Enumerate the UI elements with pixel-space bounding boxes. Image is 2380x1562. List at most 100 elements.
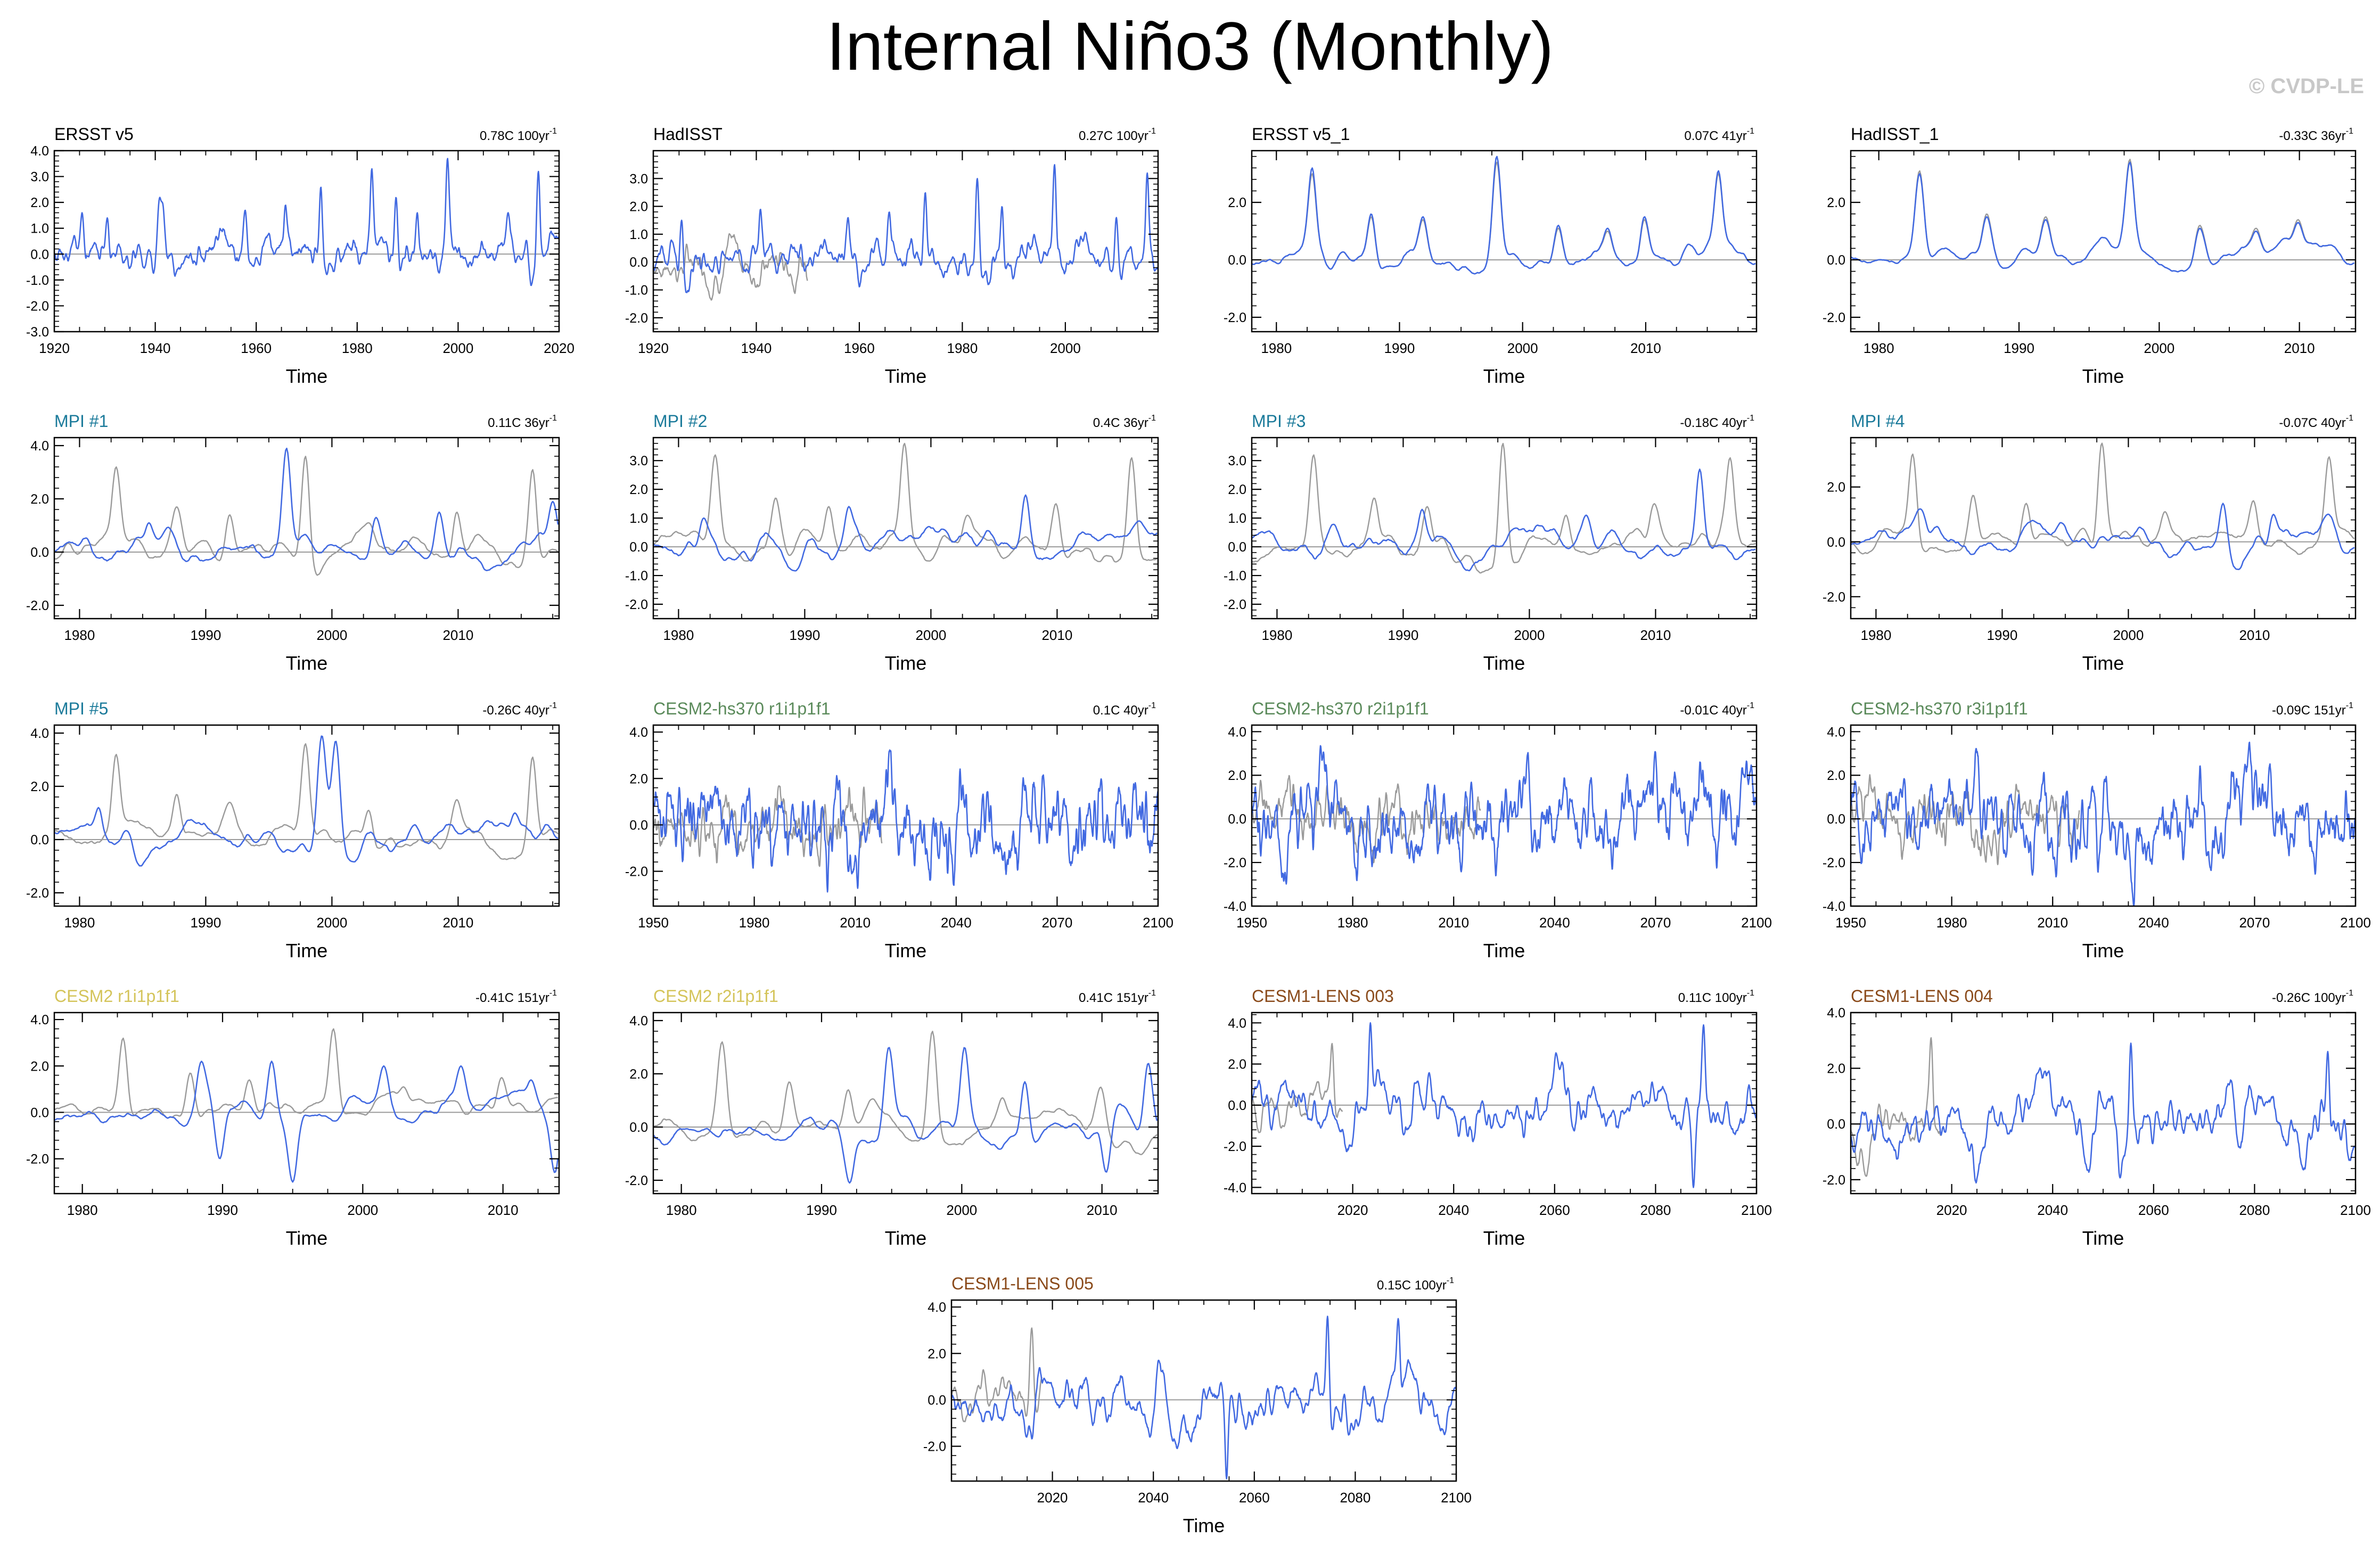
panel-trend: 0.1C 40yr-1: [1093, 701, 1156, 718]
x-axis-label: Time: [1483, 940, 1525, 961]
x-tick-label: 1980: [342, 340, 373, 356]
model-series-line: [653, 749, 1158, 893]
x-tick-label: 1980: [1261, 627, 1292, 643]
series-group: [1252, 745, 1757, 885]
y-tick-label: 4.0: [629, 725, 648, 740]
y-tick-label: 2.0: [30, 492, 49, 507]
panel-trend: 0.4C 36yr-1: [1093, 414, 1156, 430]
x-tick-label: 1950: [1835, 915, 1866, 931]
x-tick-label: 2080: [1640, 1202, 1671, 1218]
x-axis-label: Time: [286, 940, 328, 961]
y-tick-label: -4.0: [1224, 899, 1246, 914]
panel-trend-exponent: -1: [2346, 701, 2353, 710]
y-tick-label: 3.0: [629, 454, 648, 468]
panel-trend: -0.26C 100yr-1: [2272, 989, 2353, 1005]
panel-trend: -0.41C 151yr-1: [475, 989, 557, 1005]
x-tick-label: 2020: [544, 340, 575, 356]
panel-trend: 0.27C 100yr-1: [1079, 127, 1156, 143]
x-tick-label: 2000: [442, 340, 473, 356]
panel-trend-exponent: -1: [2346, 414, 2353, 423]
series-group: [54, 158, 559, 286]
y-tick-label: 1.0: [30, 221, 49, 236]
model-series-line: [1252, 155, 1756, 275]
panel-trend: -0.26C 40yr-1: [482, 701, 557, 718]
x-tick-label: 2010: [1640, 627, 1671, 643]
x-tick-label: 2000: [946, 1202, 977, 1218]
panel-title: HadISST: [653, 125, 723, 144]
x-tick-label: 1980: [739, 915, 770, 931]
x-axis-label: Time: [286, 1227, 328, 1249]
y-tick-label: 2.0: [1827, 195, 1845, 210]
y-tick-label: 2.0: [928, 1346, 946, 1361]
x-tick-label: 2070: [2239, 915, 2270, 931]
series-group: [54, 1028, 559, 1183]
x-tick-label: 1980: [64, 915, 95, 931]
panel-trend: 0.78C 100yr-1: [480, 127, 557, 143]
plot-frame: [652, 150, 1159, 333]
x-tick-label: 1990: [190, 915, 221, 931]
y-tick-label: 0.0: [1827, 535, 1845, 550]
model-series-line: [1851, 503, 2355, 570]
x-tick-label: 1960: [844, 340, 875, 356]
panel-trend: 0.11C 36yr-1: [488, 414, 557, 430]
model-series-line: [1851, 742, 2356, 906]
x-tick-label: 1940: [741, 340, 772, 356]
panel-trend: -0.07C 40yr-1: [2279, 414, 2353, 430]
x-tick-label: 1980: [1936, 915, 1967, 931]
obs-series-line: [653, 1031, 1158, 1155]
y-tick-label: 0.0: [1228, 540, 1246, 555]
y-tick-label: -2.0: [625, 597, 648, 612]
x-tick-label: 2000: [347, 1202, 378, 1218]
y-tick-label: -2.0: [26, 886, 49, 901]
y-tick-label: 1.0: [1228, 511, 1246, 526]
panel-trend: 0.07C 41yr-1: [1684, 127, 1754, 143]
x-tick-label: 2010: [1087, 1202, 1118, 1218]
y-tick-label: -2.0: [1823, 1173, 1845, 1188]
panel-trend: -0.01C 40yr-1: [1680, 701, 1754, 718]
y-tick-label: 2.0: [1228, 482, 1246, 497]
x-axis-label: Time: [1483, 652, 1525, 674]
x-axis-label: Time: [286, 365, 328, 387]
panel-group: CESM1-LENS 004 -0.26C 100yr-1 2020 2040 2060…: [1823, 986, 2371, 1249]
x-axis-label: Time: [2082, 652, 2124, 674]
x-tick-label: 2040: [941, 915, 972, 931]
y-tick-label: -2.0: [1224, 856, 1246, 870]
model-series-line: [653, 1047, 1158, 1184]
x-tick-label: 2040: [1138, 1490, 1169, 1506]
x-tick-label: 2100: [1741, 915, 1772, 931]
panel-trend-exponent: -1: [1148, 127, 1156, 136]
x-tick-label: 2000: [1514, 627, 1545, 643]
obs-series-line: [1252, 775, 1481, 864]
plot-frame: [1251, 150, 1758, 333]
obs-series-line: [54, 456, 559, 576]
x-tick-label: 2000: [1507, 340, 1538, 356]
panel-trend: -0.18C 40yr-1: [1680, 414, 1754, 430]
x-tick-label: 2010: [1041, 627, 1072, 643]
model-series-line: [1851, 1042, 2356, 1184]
x-tick-label: 2010: [840, 915, 871, 931]
model-series-line: [54, 158, 559, 286]
panel-trend: 0.15C 100yr-1: [1377, 1276, 1454, 1293]
panel-trend: -0.33C 36yr-1: [2279, 127, 2353, 143]
panel-trend: -0.09C 151yr-1: [2272, 701, 2353, 718]
plot-frame: [652, 437, 1159, 620]
y-tick-label: 2.0: [629, 482, 648, 497]
panel-title: MPI #1: [54, 412, 108, 431]
x-axis-label: Time: [1483, 365, 1525, 387]
y-tick-label: -2.0: [923, 1440, 946, 1454]
panel-group: CESM2-hs370 r2i1p1f1 -0.01C 40yr-1 1950 198…: [1224, 699, 1772, 961]
y-tick-label: 2.0: [629, 771, 648, 786]
y-tick-label: 0.0: [30, 1105, 49, 1120]
series-group: [653, 1031, 1158, 1184]
y-tick-label: -2.0: [1224, 1139, 1246, 1154]
plot-frame: [1850, 150, 2357, 333]
y-tick-label: 0.0: [1827, 812, 1845, 827]
y-tick-label: 0.0: [629, 1120, 648, 1135]
panel-trend-exponent: -1: [549, 701, 557, 710]
